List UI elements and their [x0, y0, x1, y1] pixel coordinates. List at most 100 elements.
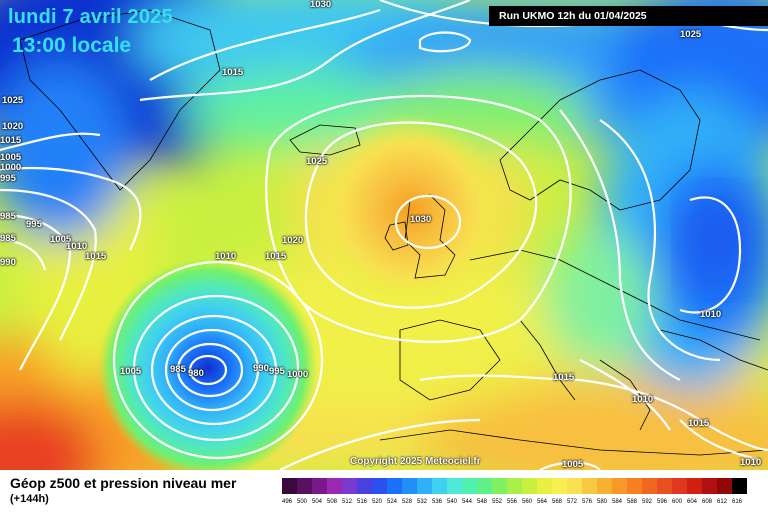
scale-value-label: 496	[282, 499, 293, 505]
isobar-label: 1005	[562, 459, 584, 470]
scale-swatch	[432, 478, 447, 494]
scale-swatch	[612, 478, 627, 494]
scale-value-label: 604	[687, 499, 698, 505]
scale-value-label: 576	[582, 499, 593, 505]
scale-value-label: 500	[297, 499, 308, 505]
scale-value-label: 592	[642, 499, 653, 505]
isobar-label: 1030	[410, 214, 432, 225]
isobar-label: 1020	[2, 121, 24, 132]
scale-swatch	[702, 478, 717, 494]
isobar-label: 1000	[0, 162, 22, 173]
scale-value-label: 516	[357, 499, 368, 505]
scale-swatch	[717, 478, 732, 494]
isobar-label: 995	[26, 219, 42, 230]
scale-value-label: 596	[657, 499, 668, 505]
scale-value-label: 552	[492, 499, 503, 505]
scale-swatch	[642, 478, 657, 494]
scale-value-label: 584	[612, 499, 623, 505]
color-scale	[282, 478, 747, 494]
scale-swatch	[522, 478, 537, 494]
isobar-label: 985	[170, 364, 186, 375]
isobar-label: 990	[253, 363, 269, 374]
scale-swatch	[732, 478, 747, 494]
scale-swatch	[672, 478, 687, 494]
legend-footer: Géop z500 et pression niveau mer (+144h)…	[0, 470, 768, 512]
scale-swatch	[537, 478, 552, 494]
scale-swatch	[582, 478, 597, 494]
scale-value-label: 616	[732, 499, 743, 505]
scale-swatch	[372, 478, 387, 494]
scale-swatch	[312, 478, 327, 494]
isobar-label: 1010	[700, 309, 722, 320]
isobar-label: 985	[0, 211, 16, 222]
scale-value-label: 556	[507, 499, 518, 505]
scale-swatch	[342, 478, 357, 494]
isobar-label: 990	[0, 257, 16, 268]
isobar-label: 1025	[680, 29, 702, 40]
scale-value-label: 540	[447, 499, 458, 505]
scale-swatch	[402, 478, 417, 494]
copyright-notice: Copyright 2025 Meteociel.fr	[350, 456, 481, 467]
isobar-label: 1000	[287, 369, 309, 380]
isobar-label: 1005	[50, 234, 72, 245]
isobar-label: 1005	[0, 152, 22, 163]
scale-value-label: 600	[672, 499, 683, 505]
scale-swatch	[327, 478, 342, 494]
isobar-label: 1015	[0, 135, 22, 146]
scale-value-label: 572	[567, 499, 578, 505]
scale-value-label: 560	[522, 499, 533, 505]
scale-swatch	[492, 478, 507, 494]
scale-value-label: 548	[477, 499, 488, 505]
isobar-label: 1015	[85, 251, 107, 262]
scale-value-label: 564	[537, 499, 548, 505]
scale-swatch	[687, 478, 702, 494]
scale-value-label: 588	[627, 499, 638, 505]
forecast-time: 13:00 locale	[12, 34, 132, 57]
map-canvas	[0, 0, 768, 470]
isobar-label: 1015	[222, 67, 244, 78]
scale-swatch	[552, 478, 567, 494]
isobar-label: 1010	[66, 241, 88, 252]
isobar-label: 1015	[265, 251, 287, 262]
scale-swatch	[297, 478, 312, 494]
isobar-label: 1025	[306, 156, 328, 167]
scale-swatch	[357, 478, 372, 494]
scale-swatch	[282, 478, 297, 494]
scale-value-label: 568	[552, 499, 563, 505]
scale-swatch	[447, 478, 462, 494]
scale-value-label: 608	[702, 499, 713, 505]
scale-swatch	[597, 478, 612, 494]
isobar-label: 995	[269, 366, 285, 377]
scale-value-label: 580	[597, 499, 608, 505]
geopotential-map: 1030 1025 1015 1025 1020 1015 1005 1000 …	[0, 0, 768, 470]
lead-time: (+144h)	[10, 493, 49, 505]
isobar-label: 1015	[688, 418, 710, 429]
scale-value-label: 508	[327, 499, 338, 505]
scale-value-label: 504	[312, 499, 323, 505]
scale-value-label: 512	[342, 499, 353, 505]
scale-swatch	[417, 478, 432, 494]
scale-swatch	[657, 478, 672, 494]
scale-swatch	[462, 478, 477, 494]
scale-value-label: 520	[372, 499, 383, 505]
product-title: Géop z500 et pression niveau mer	[10, 475, 237, 491]
isobar-label: 1015	[553, 372, 575, 383]
isobar-label: 1005	[120, 366, 142, 377]
scale-value-label: 532	[417, 499, 428, 505]
scale-value-label: 612	[717, 499, 728, 505]
isobar-label: 1020	[282, 235, 304, 246]
scale-swatch	[627, 478, 642, 494]
scale-swatch	[477, 478, 492, 494]
isobar-label: 1010	[740, 457, 762, 468]
scale-value-label: 544	[462, 499, 473, 505]
geopotential-field	[0, 0, 768, 470]
isobar-label: 985	[0, 233, 16, 244]
color-scale-labels: 496 500 504 508 512 516 520 524 528 532 536 540 544 5…	[282, 499, 747, 505]
isobar-label: 995	[0, 173, 16, 184]
isobar-label: 1030	[310, 0, 332, 10]
scale-value-label: 536	[432, 499, 443, 505]
isobar-label: 1010	[632, 394, 654, 405]
scale-swatch	[567, 478, 582, 494]
scale-swatch	[387, 478, 402, 494]
